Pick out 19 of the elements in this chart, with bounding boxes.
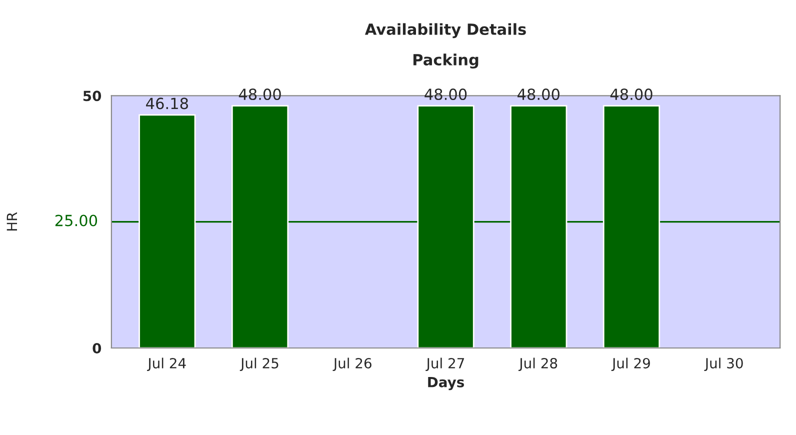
chart-subtitle: Packing: [413, 54, 478, 69]
data-label: 48.00: [518, 88, 560, 100]
y-tick-label: 0: [92, 342, 102, 354]
x-tick-label: Jul 29: [611, 358, 650, 372]
data-label: 46.18: [146, 98, 188, 110]
y-tick-label: 50: [83, 90, 102, 102]
x-tick-label: Jul 28: [518, 358, 558, 372]
y-axis-title: HR: [6, 212, 17, 231]
x-tick-label: Jul 24: [147, 358, 186, 372]
x-tick-label: Jul 25: [240, 358, 278, 372]
x-axis-title: Days: [428, 377, 464, 390]
data-label: 48.00: [424, 88, 467, 100]
ref-line-label: 25.00: [55, 214, 98, 226]
x-tick-label: Jul 26: [332, 358, 372, 372]
chart-title: Availability Details: [364, 23, 526, 38]
data-label: 48.00: [610, 88, 652, 100]
data-label: 48.00: [238, 88, 281, 100]
x-tick-label: Jul 30: [704, 358, 743, 372]
x-tick-label: Jul 27: [426, 358, 464, 372]
